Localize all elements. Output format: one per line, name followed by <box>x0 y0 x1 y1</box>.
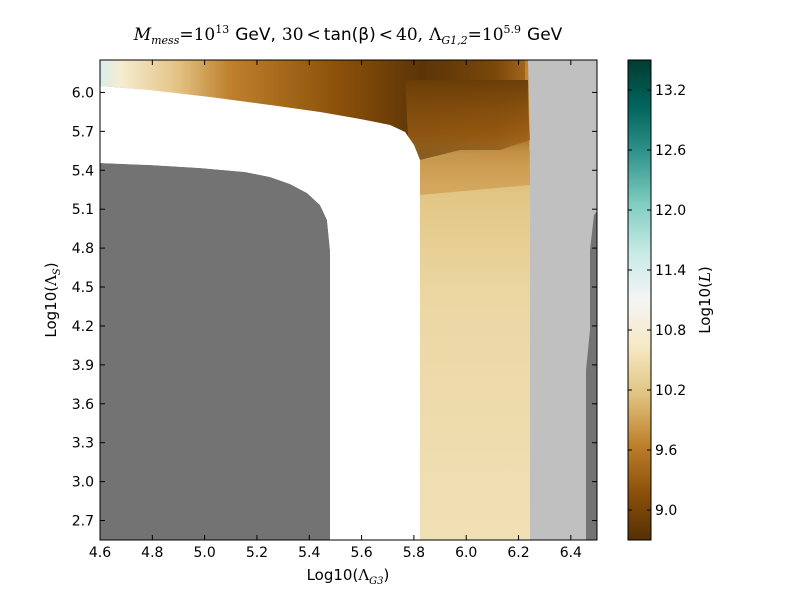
colorbar-tick-label: 12.0 <box>655 203 686 219</box>
y-tick-label: 3.6 <box>72 397 94 413</box>
colorbar-tick-label: 12.6 <box>655 143 686 159</box>
excluded-region-dark <box>100 163 330 540</box>
colorbar <box>627 59 652 541</box>
y-tick-label: 5.1 <box>72 202 94 218</box>
y-tick-label: 3.3 <box>72 436 94 452</box>
x-tick-label: 6.0 <box>455 545 477 561</box>
no-data-region <box>100 86 420 540</box>
x-tick-label: 5.4 <box>298 545 320 561</box>
colorbar-tick-label: 10.2 <box>655 383 686 399</box>
x-tick-label: 6.2 <box>507 545 529 561</box>
x-tick-label: 5.8 <box>403 545 425 561</box>
y-tick-label: 5.4 <box>72 163 94 179</box>
x-tick-label: 4.8 <box>141 545 163 561</box>
x-tick-label: 5.6 <box>350 545 372 561</box>
excluded-region-light <box>528 60 597 540</box>
colorbar-label: Log10(L) <box>696 266 714 334</box>
y-tick-label: 4.5 <box>72 280 94 296</box>
x-tick-label: 5.0 <box>193 545 215 561</box>
x-axis-ticks: 4.6 4.8 5.0 5.2 5.4 5.6 5.8 6.0 6.2 6.4 <box>89 60 582 561</box>
y-tick-label: 6.0 <box>72 85 94 101</box>
colorbar-ticks: 9.0 9.6 10.2 10.8 11.4 12.0 12.6 13.2 <box>628 83 686 519</box>
y-tick-label: 3.0 <box>72 475 94 491</box>
y-axis-ticks: 2.7 3.0 3.3 3.6 3.9 4.2 4.5 4.8 5.1 5.4 5.7 6.0 <box>72 85 597 530</box>
colorbar-tick-label: 13.2 <box>655 83 686 99</box>
y-tick-label: 4.8 <box>72 241 94 257</box>
colorbar-tick-label: 11.4 <box>655 263 686 279</box>
colorbar-tick-label: 10.8 <box>655 323 686 339</box>
x-axis-label: Log10(ΛG3) <box>307 566 390 587</box>
y-tick-label: 3.9 <box>72 358 94 374</box>
y-tick-label: 2.7 <box>72 514 94 530</box>
y-axis-label: Log10(ΛS) <box>42 262 63 337</box>
colorbar-tick-label: 9.6 <box>655 443 677 459</box>
plot-frame <box>99 59 598 541</box>
plot-regions <box>100 60 597 540</box>
x-tick-label: 6.4 <box>560 545 582 561</box>
likelihood-band-transition <box>420 150 530 195</box>
y-tick-label: 4.2 <box>72 319 94 335</box>
y-tick-label: 5.7 <box>72 124 94 140</box>
excluded-region-right-edge <box>586 211 597 540</box>
colorbar-tick-label: 9.0 <box>655 503 677 519</box>
x-tick-label: 5.2 <box>246 545 268 561</box>
x-tick-label: 4.6 <box>89 545 111 561</box>
chart-title: Mmess=1013 GeV, 30 < tan(β) <40, ΛG1,2=105.9 Ge… <box>133 23 563 47</box>
